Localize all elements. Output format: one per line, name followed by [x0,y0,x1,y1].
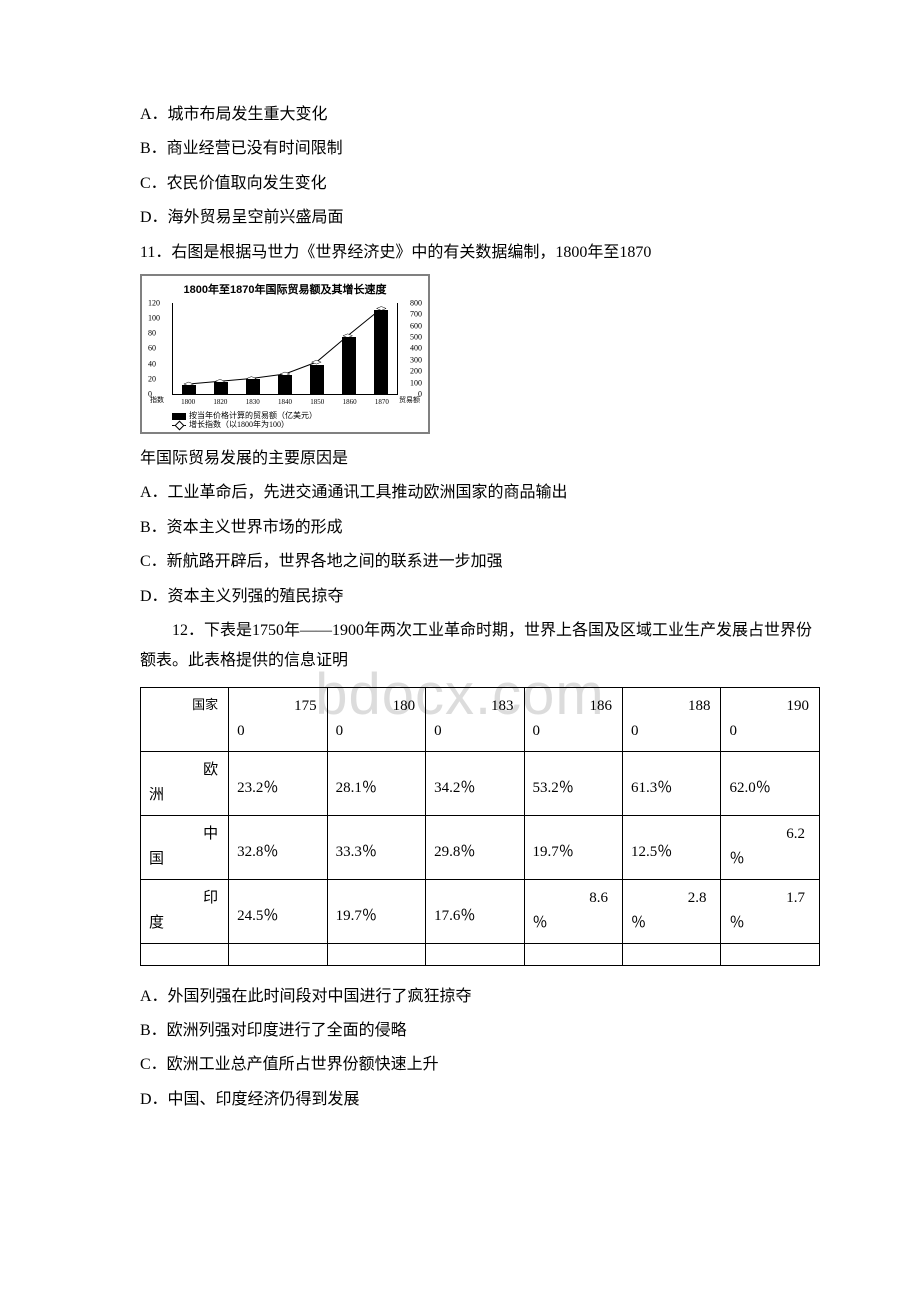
table-cell: 33.3％ [327,815,425,879]
row-label: 中国 [141,815,229,879]
row-label: 印度 [141,879,229,943]
question-11-text-cont: 年国际贸易发展的主要原因是 [140,444,820,474]
table-cell: 17.6％ [426,879,524,943]
y-right-tick: 800 [410,295,422,310]
empty-cell [524,943,622,965]
axis-label-left: 指数 [150,394,164,407]
table-cell: 62.0％ [721,751,820,815]
document-content: A．城市布局发生重大变化 B．商业经营已没有时间限制 C．农民价值取向发生变化 … [140,100,820,1115]
empty-cell [229,943,327,965]
table-cell: 61.3％ [623,751,721,815]
x-label: 1800 [181,396,195,409]
q11-option-c: C．新航路开辟后，世界各地之间的联系进一步加强 [140,547,820,577]
y-left-tick: 60 [148,341,156,356]
bar [342,337,356,393]
x-label: 1840 [278,396,292,409]
bar [182,385,196,394]
bar [310,365,324,394]
year-header: 1750 [229,687,327,751]
table-row: 欧洲23.2％28.1％34.2％53.2％61.3％62.0％ [141,751,820,815]
year-header: 1800 [327,687,425,751]
legend-bar-icon [172,413,186,420]
table-cell: 19.7％ [327,879,425,943]
table-row: 中国32.8％33.3％29.8％19.7％12.5％6.2％ [141,815,820,879]
table-cell: 12.5％ [623,815,721,879]
q11-option-d: D．资本主义列强的殖民掠夺 [140,582,820,612]
x-label: 1830 [246,396,260,409]
option-b: B．商业经营已没有时间限制 [140,134,820,164]
question-11-text: 11．右图是根据马世力《世界经济史》中的有关数据编制，1800年至1870 [140,238,820,268]
year-header: 1830 [426,687,524,751]
table-row: 印度24.5％19.7％17.6％8.6％2.8％1.7％ [141,879,820,943]
chart-title: 1800年至1870年国际贸易额及其增长速度 [148,280,422,301]
table-cell: 32.8％ [229,815,327,879]
table-cell: 2.8％ [623,879,721,943]
industry-share-table: 国家175018001830186018801900欧洲23.2％28.1％34… [140,687,820,966]
row-label: 欧洲 [141,751,229,815]
table-header-row: 国家175018001830186018801900 [141,687,820,751]
x-label: 1850 [310,396,324,409]
plot-area [172,303,398,395]
question-12-text: 12．下表是1750年——1900年两次工业革命时期，世界上各国及区域工业生产发… [108,616,820,677]
q12-option-d: D．中国、印度经济仍得到发展 [140,1085,820,1115]
y-left-tick: 20 [148,371,156,386]
q11-option-a: A．工业革命后，先进交通通讯工具推动欧洲国家的商品输出 [140,478,820,508]
empty-cell [623,943,721,965]
option-d: D．海外贸易呈空前兴盛局面 [140,203,820,233]
empty-cell [327,943,425,965]
table-cell: 6.2％ [721,815,820,879]
y-left-tick: 80 [148,326,156,341]
chart-plot: 020406080100120 010020030040050060070080… [148,303,422,409]
bar [278,375,292,394]
year-header: 1880 [623,687,721,751]
empty-cell [721,943,820,965]
y-left-tick: 40 [148,356,156,371]
table-cell: 29.8％ [426,815,524,879]
y-left-tick: 100 [148,310,160,325]
q11-option-b: B．资本主义世界市场的形成 [140,513,820,543]
table-cell: 23.2％ [229,751,327,815]
bar [246,379,260,394]
table-cell: 1.7％ [721,879,820,943]
x-label: 1860 [343,396,357,409]
q12-option-c: C．欧洲工业总产值所占世界份额快速上升 [140,1050,820,1080]
option-c: C．农民价值取向发生变化 [140,169,820,199]
x-axis-labels: 1800 1820 1830 1840 1850 1860 1870 [172,397,398,409]
table-cell: 24.5％ [229,879,327,943]
x-label: 1820 [213,396,227,409]
bar [214,382,228,394]
year-header: 1860 [524,687,622,751]
table-cell: 28.1％ [327,751,425,815]
year-header: 1900 [721,687,820,751]
empty-cell [141,943,229,965]
q12-option-a: A．外国列强在此时间段对中国进行了疯狂掠夺 [140,982,820,1012]
empty-cell [426,943,524,965]
y-left-tick: 120 [148,295,160,310]
legend-line-icon [172,425,186,426]
bar [374,310,388,394]
q12-option-b: B．欧洲列强对印度进行了全面的侵略 [140,1016,820,1046]
x-label: 1870 [375,396,389,409]
chart-legend: 按当年价格计算的贸易额（亿美元） 增长指数（以1800年为100） [148,411,422,430]
table-cell: 19.7％ [524,815,622,879]
table-cell: 8.6％ [524,879,622,943]
legend-bar-label: 按当年价格计算的贸易额（亿美元） [189,411,317,420]
table-cell: 53.2％ [524,751,622,815]
table-cell: 34.2％ [426,751,524,815]
option-a: A．城市布局发生重大变化 [140,100,820,130]
trade-chart: 1800年至1870年国际贸易额及其增长速度 020406080100120 0… [140,274,430,434]
header-diagonal-cell: 国家 [141,687,229,751]
empty-row [141,943,820,965]
legend-line-label: 增长指数（以1800年为100） [189,420,289,429]
axis-label-right: 贸易额 [399,394,420,407]
